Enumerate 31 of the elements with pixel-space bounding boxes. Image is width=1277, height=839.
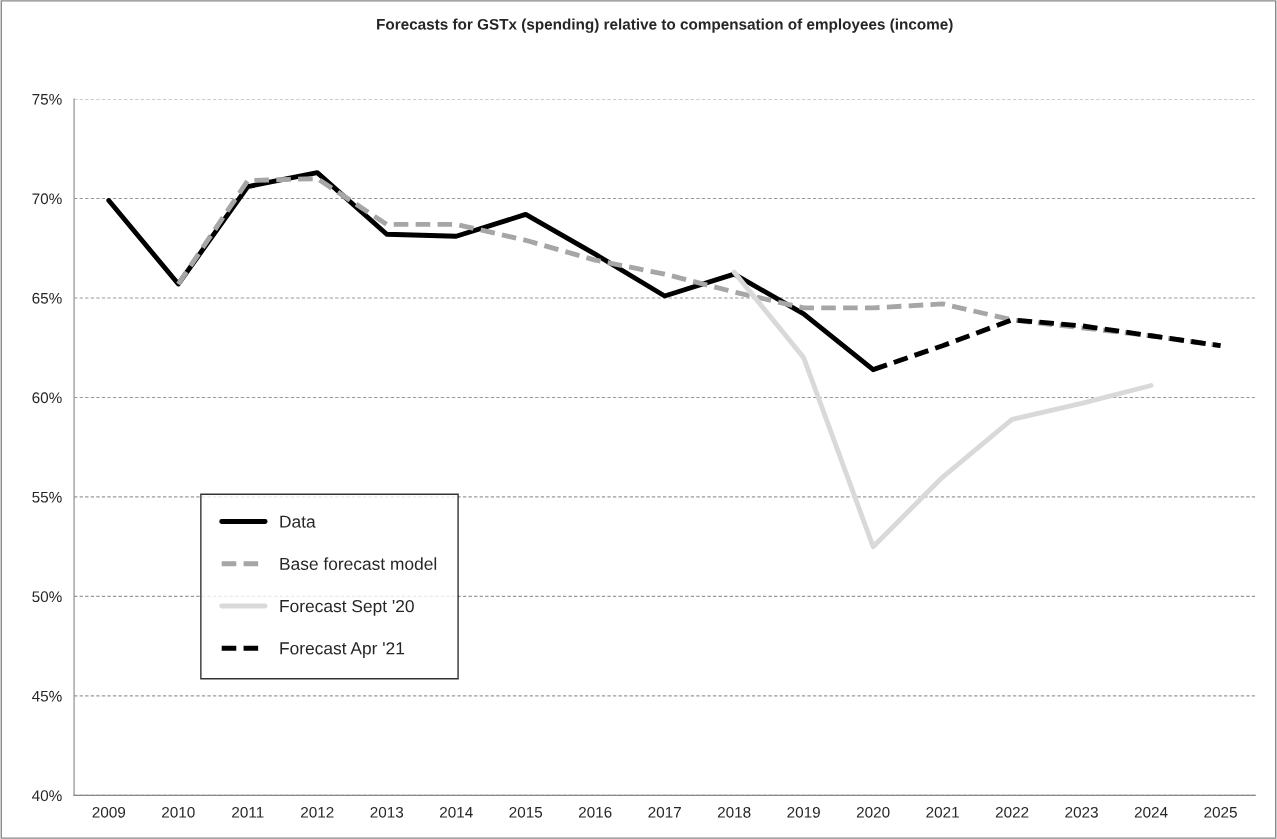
x-tick-label: 2022 (995, 806, 1029, 818)
legend-label: Data (280, 515, 316, 528)
x-tick-label: 2024 (1134, 806, 1168, 818)
x-tick-label: 2017 (648, 806, 681, 818)
legend-label: Forecast Sept '20 (280, 599, 414, 616)
y-tick-label: 40% (32, 790, 62, 802)
x-tick-label: 2016 (578, 806, 612, 818)
y-tick-label: 50% (32, 591, 62, 603)
x-tick-label: 2021 (926, 806, 959, 818)
x-tick-label: 2009 (92, 806, 126, 818)
legend-label: Forecast Apr '21 (280, 642, 405, 658)
x-tick-label: 2018 (717, 806, 751, 818)
x-tick-label: 2014 (440, 806, 473, 818)
x-tick-label: 2023 (1065, 806, 1098, 818)
y-tick-label: 65% (32, 292, 62, 304)
x-tick-label: 2013 (370, 806, 404, 818)
x-tick-label: 2012 (301, 806, 334, 818)
x-tick-label: 2011 (232, 806, 264, 818)
x-tick-label: 2010 (162, 806, 195, 818)
x-tick-label: 2015 (509, 806, 543, 818)
chart-title: Forecasts for GSTx (spending) relative to compensation of employees (income) (377, 18, 953, 33)
y-tick-label: 75% (32, 93, 62, 105)
y-tick-label: 45% (32, 690, 62, 702)
y-tick-label: 60% (32, 392, 62, 404)
x-tick-label: 2020 (856, 806, 890, 818)
x-tick-label: 2019 (787, 806, 820, 818)
x-tick-label: 2025 (1204, 806, 1237, 818)
legend-label: Base forecast model (280, 557, 437, 571)
y-tick-label: 70% (32, 193, 62, 205)
line-series (731, 269, 1154, 550)
y-tick-label: 55% (32, 491, 62, 503)
